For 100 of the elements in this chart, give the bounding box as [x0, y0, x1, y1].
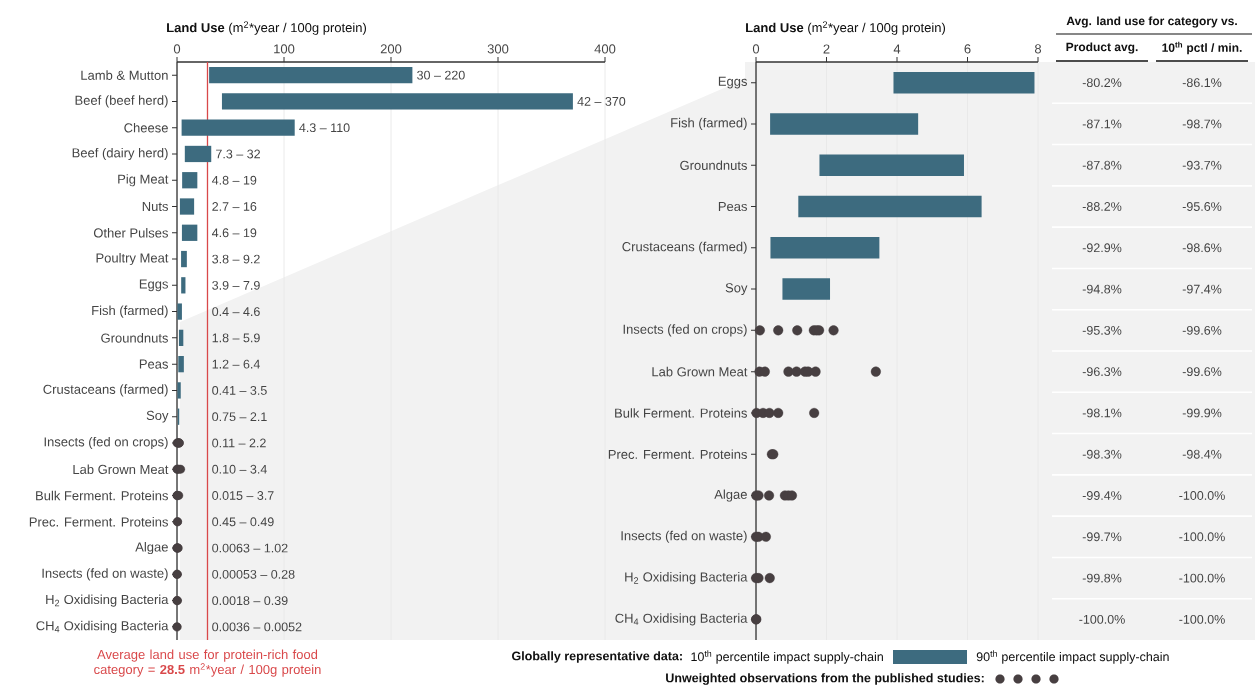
x-tick-label: 0	[173, 44, 181, 54]
text: 10$^{th}$ percentile impact supply-chain	[691, 650, 883, 664]
text: -95.6%	[1182, 202, 1222, 211]
text: -98.7%	[1182, 119, 1222, 129]
text: -98.3%	[1082, 449, 1122, 459]
text: -99.6%	[1182, 325, 1222, 335]
text: -100.0%	[1179, 491, 1225, 500]
annotation: 0.00053 – 0.28	[212, 569, 295, 579]
text: -96.3%	[1082, 367, 1122, 377]
annotation: 0.0018 – 0.39	[212, 596, 288, 606]
x-tick-label: 300	[487, 44, 509, 54]
x-tick-label: 0	[752, 44, 760, 54]
text: -97.4%	[1182, 284, 1222, 294]
x-tick-label: 100	[274, 44, 295, 54]
text: -92.9%	[1082, 243, 1122, 253]
text: -88.2%	[1082, 202, 1122, 211]
text: -93.7%	[1182, 160, 1222, 170]
text: -99.7%	[1082, 532, 1122, 542]
text: -87.8%	[1082, 160, 1122, 170]
x-tick-label: 4	[893, 44, 901, 54]
y-tick-label: Lamb & Mutton	[81, 70, 168, 80]
text: -99.8%	[1082, 573, 1122, 583]
y-tick-label: Eggs	[139, 279, 168, 292]
y-tick-label: Peas	[139, 359, 168, 369]
y-tick-label: Algae	[714, 489, 747, 502]
y-tick-label: Fish (farmed)	[92, 305, 168, 318]
y-tick-label: Peas	[718, 201, 748, 212]
y-tick-label: Beef (beef herd)	[75, 95, 168, 108]
annotation: 0.4 – 4.6	[212, 307, 260, 317]
y-tick-label: Lab Grown Meat	[73, 464, 169, 475]
annotation: 42 – 370	[577, 97, 626, 106]
text: -100.0%	[1179, 614, 1225, 624]
text: -99.4%	[1082, 491, 1122, 500]
y-tick-label: CH$_{4}$ Oxidising Bacteria	[615, 613, 748, 626]
text: Avg. land use for category vs.	[1066, 16, 1237, 28]
category-label: 10$^{th}$ pctl / min.	[1162, 41, 1242, 55]
y-tick-label: Eggs	[718, 76, 748, 89]
y-tick-label: Groundnuts	[101, 333, 168, 343]
annotation: 0.45 – 0.49	[212, 517, 274, 527]
text: -87.1%	[1082, 119, 1122, 129]
annotation: 7.3 – 32	[216, 149, 260, 159]
x-axis-title: Land Use (m$^{2}$*year / 100g protein)	[167, 21, 367, 35]
y-tick-label: Prec. Ferment. Proteins	[29, 517, 168, 527]
text: -98.1%	[1082, 408, 1122, 418]
y-tick-label: Crustaceans (farmed)	[43, 384, 168, 397]
x-tick-label: 200	[380, 44, 402, 54]
annotation: 0.015 – 3.7	[212, 491, 274, 500]
annotation: 1.8 – 5.9	[212, 333, 260, 343]
category-label: Product avg.	[1066, 42, 1138, 54]
annotation: 4.3 – 110	[299, 123, 350, 133]
y-tick-label: Insects (fed on waste)	[621, 530, 747, 543]
annotation: 0.0036 – 0.0052	[212, 622, 302, 632]
y-tick-label: Crustaceans (farmed)	[622, 241, 747, 254]
annotation: 1.2 – 6.4	[212, 359, 260, 369]
y-tick-label: Pig Meat	[118, 174, 169, 187]
annotation: 4.6 – 19	[211, 228, 257, 238]
y-tick-label: Soy	[725, 283, 748, 295]
text: -100.0%	[1179, 532, 1225, 542]
y-tick-label: Bulk Ferment. Proteins	[36, 490, 168, 501]
text: -98.6%	[1182, 243, 1222, 253]
text: -95.3%	[1082, 325, 1122, 335]
y-tick-label: Prec. Ferment. Proteins	[608, 449, 747, 459]
annotation: 3.9 – 7.9	[212, 280, 260, 290]
text: -100.0%	[1179, 573, 1225, 583]
y-tick-label: Other Pulses	[93, 228, 168, 238]
x-tick-label: 6	[964, 44, 971, 54]
text: Globally representative data:	[512, 651, 682, 663]
annotation: 4.8 – 19	[211, 175, 257, 185]
text: -99.6%	[1182, 367, 1222, 377]
y-tick-label: Cheese	[124, 122, 168, 133]
legend-label: Unweighted observations from the published studies:	[666, 673, 984, 685]
y-tick-label: H$_{2}$ Oxidising Bacteria	[46, 594, 169, 607]
ref-line-label: Average land use for protein-rich food category = 28.5 m$^{2}$*year / 100g protein	[94, 649, 321, 677]
annotation: 3.8 – 9.2	[212, 254, 260, 264]
y-tick-label: Nuts	[142, 201, 169, 212]
annotation: 2.7 – 16	[212, 202, 257, 211]
x-tick-label: 400	[594, 44, 616, 54]
text: -99.9%	[1182, 408, 1222, 418]
text: 90$^{th}$ percentile impact supply-chain	[976, 650, 1169, 664]
text: -80.2%	[1082, 78, 1122, 88]
y-tick-label: Bulk Ferment. Proteins	[615, 408, 747, 418]
y-tick-label: Algae	[135, 541, 168, 555]
text: -98.4%	[1182, 449, 1222, 459]
annotation: 0.75 – 2.1	[212, 412, 267, 422]
x-axis-title: Land Use (m$^{2}$*year / 100g protein)	[746, 21, 946, 35]
text: -86.1%	[1182, 78, 1222, 88]
text: -94.8%	[1082, 284, 1122, 294]
x-tick-label: 8	[1034, 44, 1042, 54]
annotation: 0.41 – 3.5	[212, 386, 267, 395]
y-tick-label: Beef (dairy herd)	[72, 147, 168, 161]
y-tick-label: Groundnuts	[680, 160, 747, 170]
annotation: 0.0063 – 1.02	[212, 543, 288, 553]
y-tick-label: Insects (fed on crops)	[623, 324, 747, 337]
y-tick-label: CH$_{4}$ Oxidising Bacteria	[36, 620, 169, 633]
text: -100.0%	[1079, 614, 1125, 624]
y-tick-label: Fish (farmed)	[671, 117, 747, 130]
y-tick-label: H$_{2}$ Oxidising Bacteria	[625, 572, 748, 585]
y-tick-label: Insects (fed on crops)	[44, 436, 168, 450]
y-tick-label: Soy	[146, 410, 169, 423]
x-tick-label: 2	[823, 44, 830, 54]
